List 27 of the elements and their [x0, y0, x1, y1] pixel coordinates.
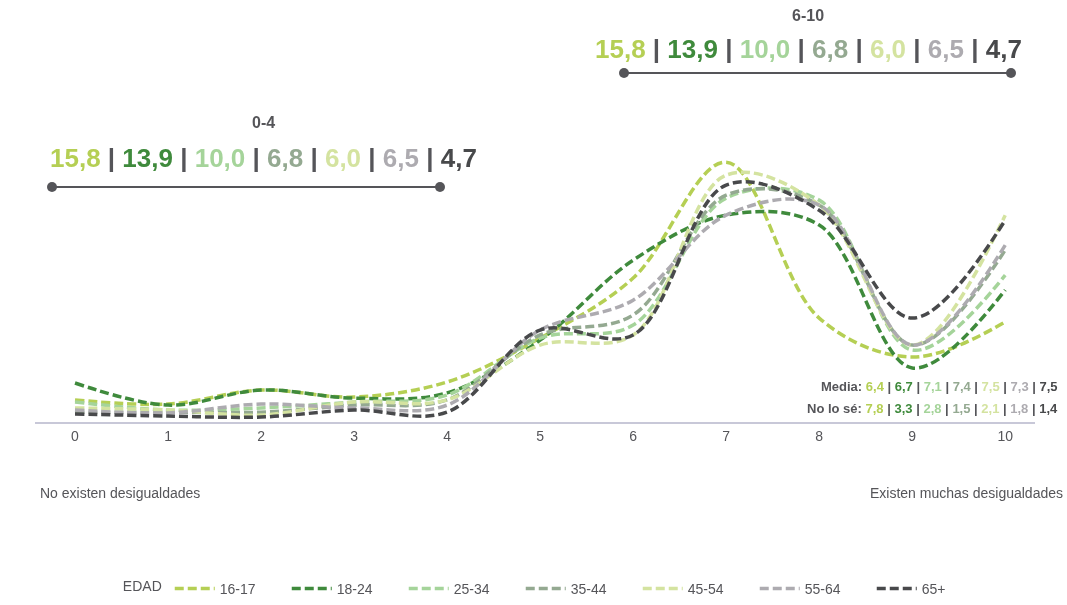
x-tick-label: 5	[536, 427, 545, 444]
x-tick-label: 8	[815, 427, 824, 444]
legend-label: 65+	[921, 581, 946, 598]
text: No existen desigualdades	[40, 485, 201, 501]
legend-label: 45-54	[687, 581, 724, 598]
x-tick-label: 0	[71, 427, 80, 444]
text: 15,8 | 13,9 | 10,0 | 6,8 | 6,0 | 6,5 | 4,7	[50, 143, 477, 173]
x-tick-label: 3	[350, 427, 359, 444]
text: 15,8 | 13,9 | 10,0 | 6,8 | 6,0 | 6,5 | 4,7	[595, 34, 1022, 64]
legend-label: 25-34	[453, 581, 490, 598]
legend-title: EDAD	[122, 578, 162, 595]
x-tick-label: 10	[997, 427, 1014, 444]
x-tick-label: 7	[722, 427, 731, 444]
legend-label: 18-24	[336, 581, 373, 598]
legend-label: 55-64	[804, 581, 841, 598]
legend-label: 35-44	[570, 581, 607, 598]
x-tick-label: 6	[629, 427, 638, 444]
x-tick-label: 2	[257, 427, 266, 444]
text: 0-4	[252, 114, 276, 131]
legend-label: 16-17	[219, 581, 256, 598]
x-tick-label: 9	[908, 427, 917, 444]
text: Existen muchas desigualdades	[870, 485, 1064, 501]
x-tick-label: 1	[164, 427, 173, 444]
text: Media: 6,4 | 6,7 | 7,1 | 7,4 | 7,5 | 7,3 | 7,5	[821, 379, 1058, 394]
text: 6-10	[792, 7, 825, 24]
text: No lo sé: 7,8 | 3,3 | 2,8 | 1,5 | 2,1 | 1,8 | 1,4	[807, 401, 1058, 416]
x-tick-label: 4	[443, 427, 452, 444]
